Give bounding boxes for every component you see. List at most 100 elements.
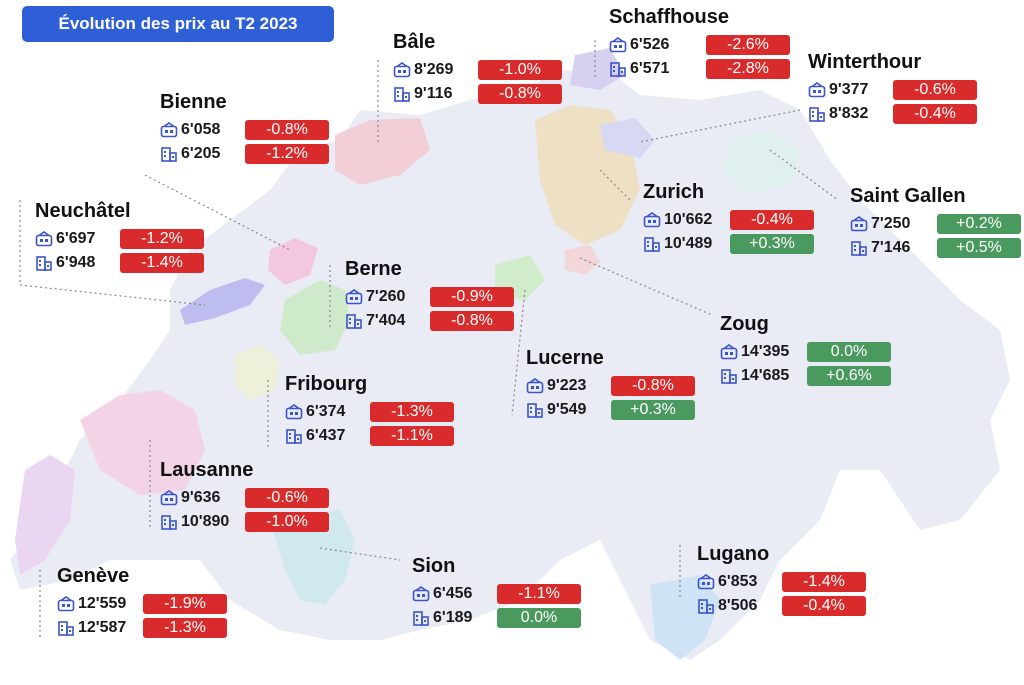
apartment-row: 6'058 -0.8% <box>160 120 329 140</box>
city-neuchatel: Neuchâtel 6'697 -1.2% 6'948 -1.4% <box>35 200 204 277</box>
apartment-price: 6'697 <box>56 230 96 247</box>
city-lugano: Lugano 6'853 -1.4% 8'506 -0.4% <box>697 543 866 620</box>
apartment-row: 8'269 -1.0% <box>393 60 562 80</box>
city-name: Berne <box>345 258 402 280</box>
house-price: 10'890 <box>181 513 230 530</box>
house-price: 12'587 <box>78 619 127 636</box>
apartment-change-badge: -0.8% <box>245 120 329 140</box>
apartment-row: 7'250 +0.2% <box>850 214 1021 234</box>
apartment-price: 6'374 <box>306 403 346 420</box>
house-icon <box>808 106 826 122</box>
apartment-icon <box>160 122 178 138</box>
apartment-icon <box>160 490 178 506</box>
apartment-price: 9'223 <box>547 377 587 394</box>
apartment-change-badge: -0.6% <box>893 80 977 100</box>
house-row: 6'189 0.0% <box>412 608 581 628</box>
apartment-change-badge: -2.6% <box>706 35 790 55</box>
city-saint-gallen: Saint Gallen 7'250 +0.2% 7'146 +0.5% <box>850 185 1021 262</box>
apartment-icon <box>285 404 303 420</box>
house-change-badge: 0.0% <box>497 608 581 628</box>
city-name: Zoug <box>720 313 769 335</box>
house-price: 9'549 <box>547 401 587 418</box>
apartment-change-badge: -1.1% <box>497 584 581 604</box>
region-fribourg <box>235 345 280 400</box>
apartment-icon <box>808 82 826 98</box>
house-change-badge: +0.5% <box>937 238 1021 258</box>
region-sion <box>270 510 355 605</box>
apartment-change-badge: -0.8% <box>611 376 695 396</box>
house-price: 8'832 <box>829 105 869 122</box>
city-name: Saint Gallen <box>850 185 966 207</box>
house-icon <box>35 255 53 271</box>
apartment-change-badge: 0.0% <box>807 342 891 362</box>
city-name: Winterthour <box>808 51 922 73</box>
house-icon <box>160 146 178 162</box>
house-row: 10'890 -1.0% <box>160 512 329 532</box>
apartment-change-badge: -0.9% <box>430 287 514 307</box>
house-change-badge: +0.3% <box>730 234 814 254</box>
house-price: 8'506 <box>718 597 758 614</box>
apartment-icon <box>720 344 738 360</box>
apartment-row: 10'662 -0.4% <box>643 210 814 230</box>
apartment-row: 6'374 -1.3% <box>285 402 454 422</box>
apartment-icon <box>526 378 544 394</box>
house-price: 6'437 <box>306 427 346 444</box>
region-lausanne <box>80 390 205 495</box>
city-lucerne: Lucerne 9'223 -0.8% 9'549 +0.3% <box>526 347 695 424</box>
house-price: 6'189 <box>433 609 473 626</box>
house-row: 6'205 -1.2% <box>160 144 329 164</box>
apartment-change-badge: -0.6% <box>245 488 329 508</box>
city-name: Lugano <box>697 543 770 565</box>
apartment-price: 10'662 <box>664 211 713 228</box>
house-icon <box>609 61 627 77</box>
house-icon <box>160 514 178 530</box>
house-row: 10'489 +0.3% <box>643 234 814 254</box>
house-price: 7'404 <box>366 312 406 329</box>
house-row: 7'146 +0.5% <box>850 238 1021 258</box>
house-icon <box>720 368 738 384</box>
house-icon <box>345 313 363 329</box>
house-row: 6'571 -2.8% <box>609 59 790 79</box>
region-berne <box>280 280 350 355</box>
city-name: Bâle <box>393 31 436 53</box>
apartment-change-badge: -0.4% <box>730 210 814 230</box>
apartment-price: 6'456 <box>433 585 473 602</box>
region-neuchatel <box>180 278 265 325</box>
house-row: 6'437 -1.1% <box>285 426 454 446</box>
house-change-badge: -1.2% <box>245 144 329 164</box>
house-change-badge: -1.3% <box>143 618 227 638</box>
apartment-row: 6'697 -1.2% <box>35 229 204 249</box>
apartment-row: 9'636 -0.6% <box>160 488 329 508</box>
house-icon <box>697 598 715 614</box>
apartment-row: 9'223 -0.8% <box>526 376 695 396</box>
house-change-badge: +0.3% <box>611 400 695 420</box>
apartment-change-badge: -1.0% <box>478 60 562 80</box>
house-icon <box>526 402 544 418</box>
house-icon <box>643 236 661 252</box>
city-zoug: Zoug 14'395 0.0% 14'685 +0.6% <box>720 313 891 390</box>
house-change-badge: -1.1% <box>370 426 454 446</box>
apartment-price: 6'853 <box>718 573 758 590</box>
city-berne: Berne 7'260 -0.9% 7'404 -0.8% <box>345 258 514 335</box>
house-row: 9'549 +0.3% <box>526 400 695 420</box>
apartment-price: 6'526 <box>630 36 670 53</box>
house-change-badge: -1.4% <box>120 253 204 273</box>
apartment-price: 12'559 <box>78 595 127 612</box>
apartment-icon <box>393 62 411 78</box>
house-price: 6'948 <box>56 254 96 271</box>
house-row: 14'685 +0.6% <box>720 366 891 386</box>
city-zurich: Zurich 10'662 -0.4% 10'489 +0.3% <box>643 181 814 258</box>
house-price: 6'571 <box>630 60 670 77</box>
house-row: 8'506 -0.4% <box>697 596 866 616</box>
apartment-row: 12'559 -1.9% <box>57 594 227 614</box>
apartment-price: 8'269 <box>414 61 454 78</box>
region-zoug <box>565 245 600 275</box>
apartment-icon <box>697 574 715 590</box>
city-winterthour: Winterthour 9'377 -0.6% 8'832 -0.4% <box>808 51 977 128</box>
apartment-row: 6'456 -1.1% <box>412 584 581 604</box>
city-lausanne: Lausanne 9'636 -0.6% 10'890 -1.0% <box>160 459 329 536</box>
house-price: 6'205 <box>181 145 221 162</box>
house-price: 10'489 <box>664 235 713 252</box>
apartment-icon <box>412 586 430 602</box>
house-row: 9'116 -0.8% <box>393 84 562 104</box>
